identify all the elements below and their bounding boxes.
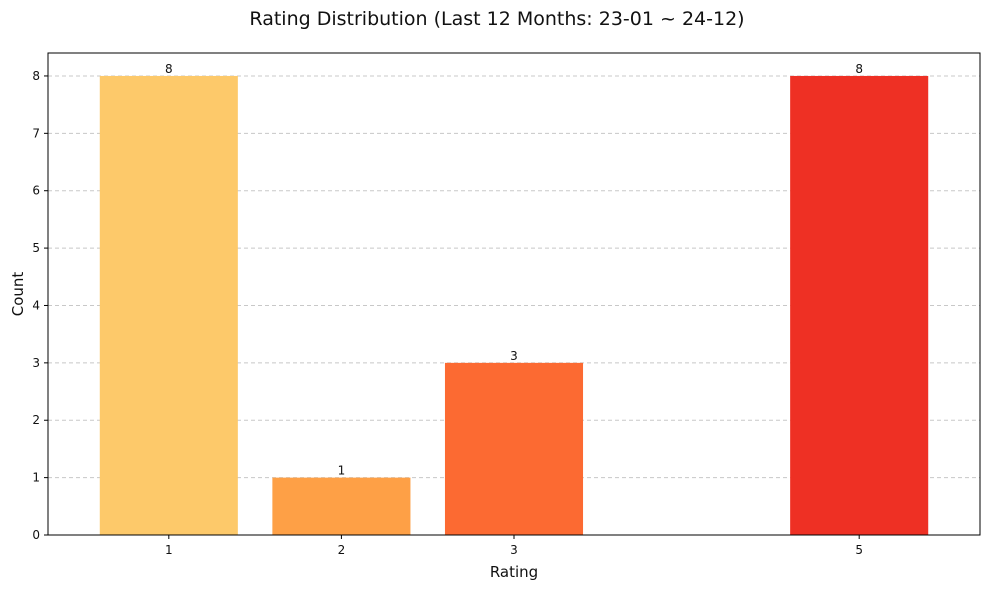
y-tick-label: 5 (32, 241, 40, 255)
y-tick-label: 2 (32, 413, 40, 427)
y-tick-label: 1 (32, 471, 40, 485)
bar-rating-5 (790, 75, 929, 535)
y-tick-label: 0 (32, 528, 40, 542)
data-label: 8 (855, 62, 863, 76)
labels-layer: 8 1 3 8 (165, 62, 863, 478)
y-tick-label: 7 (32, 126, 40, 140)
bar-rating-3 (444, 362, 584, 535)
bar-rating-1 (99, 75, 238, 535)
data-label: 1 (338, 464, 346, 478)
x-tick-label: 1 (165, 543, 173, 557)
y-tick-label: 8 (32, 69, 40, 83)
y-axis-label: Count (9, 272, 27, 317)
chart-title: Rating Distribution (Last 12 Months: 23-… (249, 8, 744, 30)
y-tick-label: 3 (32, 356, 40, 370)
ticks-layer: 0 1 2 3 4 5 6 7 8 1 2 3 5 (32, 69, 863, 557)
bar-rating-2 (272, 477, 411, 535)
y-tick-label: 6 (32, 184, 40, 198)
x-tick-label: 5 (855, 543, 863, 557)
x-tick-label: 3 (510, 543, 518, 557)
x-axis-label: Rating (490, 563, 538, 581)
bars-layer (99, 75, 929, 535)
x-tick-label: 2 (338, 543, 346, 557)
y-tick-label: 4 (32, 298, 40, 312)
data-label: 8 (165, 62, 173, 76)
data-label: 3 (510, 349, 518, 363)
